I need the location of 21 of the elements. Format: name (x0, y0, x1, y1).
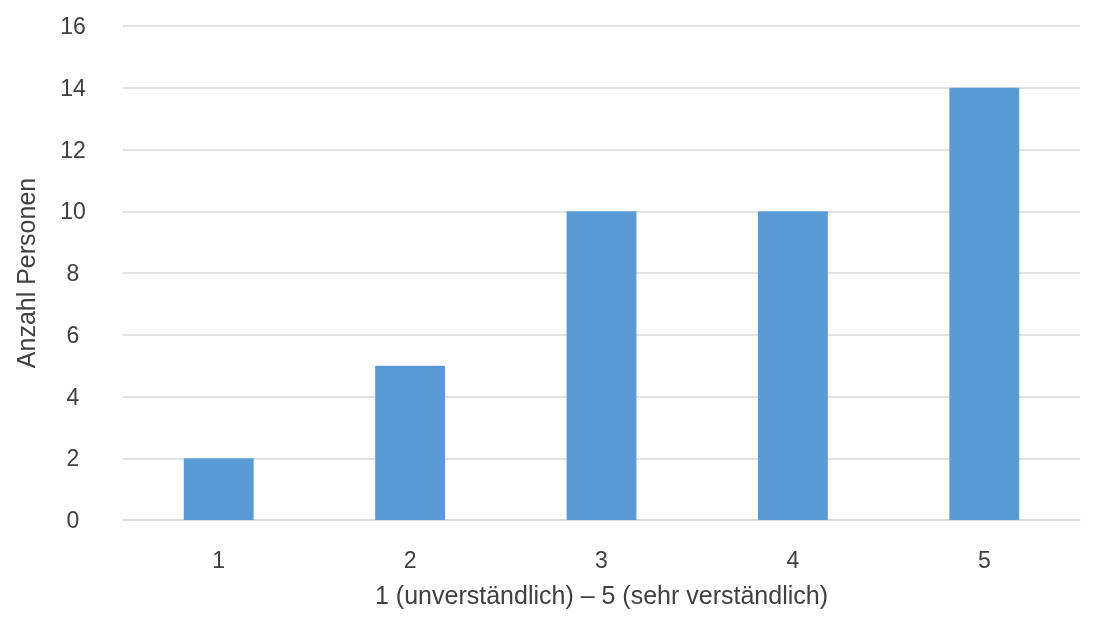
y-tick-label: 14 (60, 74, 86, 101)
bar (566, 211, 637, 520)
y-tick-label: 0 (66, 507, 80, 533)
x-tick-label: 5 (977, 546, 991, 573)
bar (757, 211, 828, 520)
x-tick-label: 4 (786, 546, 800, 573)
y-tick-label: 4 (66, 383, 80, 410)
bar (375, 365, 446, 520)
y-tick-label: 12 (60, 136, 86, 163)
y-axis-title: Anzahl Personen (11, 177, 40, 369)
x-tick-label: 1 (212, 546, 226, 573)
x-axis-title: 1 (unverständlich) – 5 (sehr verständlich) (375, 580, 828, 609)
y-tick-label: 10 (60, 198, 86, 225)
bar (949, 87, 1020, 520)
y-tick-label: 6 (66, 321, 80, 348)
bar (183, 458, 254, 520)
y-tick-label: 2 (66, 445, 80, 472)
y-tick-label: 16 (60, 13, 86, 39)
x-tick-label: 3 (595, 546, 608, 573)
x-tick-label: 2 (403, 546, 417, 573)
y-tick-label: 8 (66, 260, 80, 286)
